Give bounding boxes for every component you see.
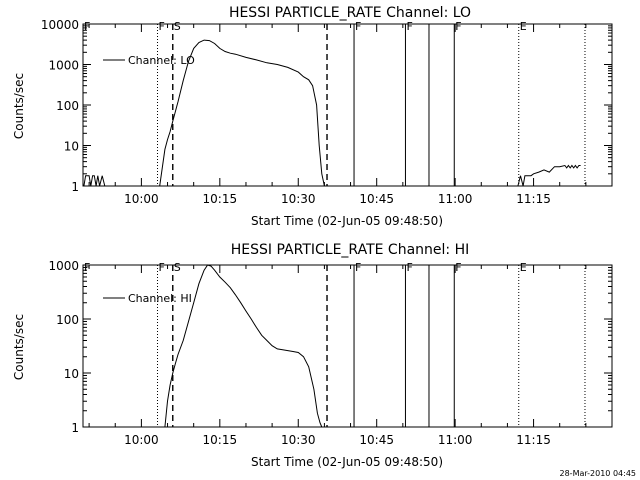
panel-lo-ytick-label: 1000: [48, 59, 79, 73]
panel-hi-xtick-label: 10:00: [124, 433, 159, 447]
panel-hi-legend-label: Channel: HI: [128, 292, 192, 305]
panel-lo-event-flag: F: [355, 20, 361, 33]
panel-lo-event-flag: F: [406, 20, 412, 33]
panel-hi-ytick-label: 100: [56, 313, 79, 327]
panel-hi-event-flag: F: [159, 261, 165, 274]
panel-hi-legend: Channel: HI: [103, 292, 192, 305]
panel-lo-ytick-label: 100: [56, 99, 79, 113]
panel-lo-series-line: [83, 39, 581, 187]
panel-hi-title: HESSI PARTICLE_RATE Channel: HI: [231, 242, 469, 258]
panel-lo-xtick-label: 10:00: [124, 192, 159, 206]
panel-hi-xtick-label: 11:15: [516, 433, 551, 447]
panel-hi-ytick-label: 1000: [48, 259, 79, 273]
footer-timestamp: 28-Mar-2010 04:45: [560, 469, 637, 478]
panel-hi-axes: 1 10 100 1000 10:00 10:15 10:30 10:45 11:00 11:15: [48, 259, 613, 447]
panel-hi-corner-flag: F: [84, 261, 90, 274]
panel-lo-xtick-label: 10:30: [281, 192, 316, 206]
panel-hi-xtick-label: 11:00: [438, 433, 473, 447]
panel-lo-xtick-label: 10:45: [359, 192, 394, 206]
panel-hi-series-line: [164, 264, 323, 428]
panel-lo-plot-frame: [82, 23, 613, 187]
panel-lo-ytick-label: 1: [71, 180, 79, 194]
panel-hi-event-flag: E: [520, 261, 527, 274]
panel-hi-event-flag: F: [355, 261, 361, 274]
panel-lo-legend: Channel: LO: [103, 54, 195, 67]
panel-lo-xtick-label: 10:15: [203, 192, 238, 206]
panel-lo-corner-flag: F: [84, 20, 90, 33]
panel-lo-ylabel: Counts/sec: [12, 73, 26, 139]
panel-lo-event-flag: F: [455, 20, 461, 33]
panel-lo-xtick-label: 11:15: [516, 192, 551, 206]
panel-lo-title: HESSI PARTICLE_RATE Channel: LO: [229, 5, 471, 21]
panel-hi-ytick-label: 1: [71, 421, 79, 435]
panel-lo-legend-label: Channel: LO: [128, 54, 195, 67]
panel-lo-event-flag: S: [174, 20, 181, 33]
panel-hi-series: [164, 264, 323, 428]
panel-lo-event-flag: E: [520, 20, 527, 33]
panel-hi-event-flag: F: [455, 261, 461, 274]
panel-hi-xtick-label: 10:15: [203, 433, 238, 447]
panel-lo-series: [83, 39, 581, 187]
panel-lo-event-flag: F: [159, 20, 165, 33]
panel-lo-xtick-label: 11:00: [438, 192, 473, 206]
panel-hi-xtick-label: 10:30: [281, 433, 316, 447]
panel-lo-xlabel: Start Time (02-Jun-05 09:48:50): [251, 214, 443, 228]
panel-lo-ytick-label: 10: [64, 140, 79, 154]
panel-hi-xtick-label: 10:45: [359, 433, 394, 447]
panel-lo-axes: 1 10 100 1000 10000 10:00 10:15 10:30 10:45 11:00…: [41, 18, 613, 206]
panel-hi-plot-frame: [82, 264, 613, 428]
panel-hi-event-flag: S: [174, 261, 181, 274]
panel-hi-ylabel: Counts/sec: [12, 314, 26, 380]
panel-lo-ytick-label: 10000: [41, 18, 79, 32]
panel-hi-ytick-label: 10: [64, 367, 79, 381]
panel-hi-event-flag: F: [406, 261, 412, 274]
panel-hi: HESSI PARTICLE_RATE Channel: HI Counts/s…: [12, 242, 613, 469]
panel-lo: HESSI PARTICLE_RATE Channel: LO Counts/s…: [12, 5, 613, 228]
panel-hi-xlabel: Start Time (02-Jun-05 09:48:50): [251, 455, 443, 469]
